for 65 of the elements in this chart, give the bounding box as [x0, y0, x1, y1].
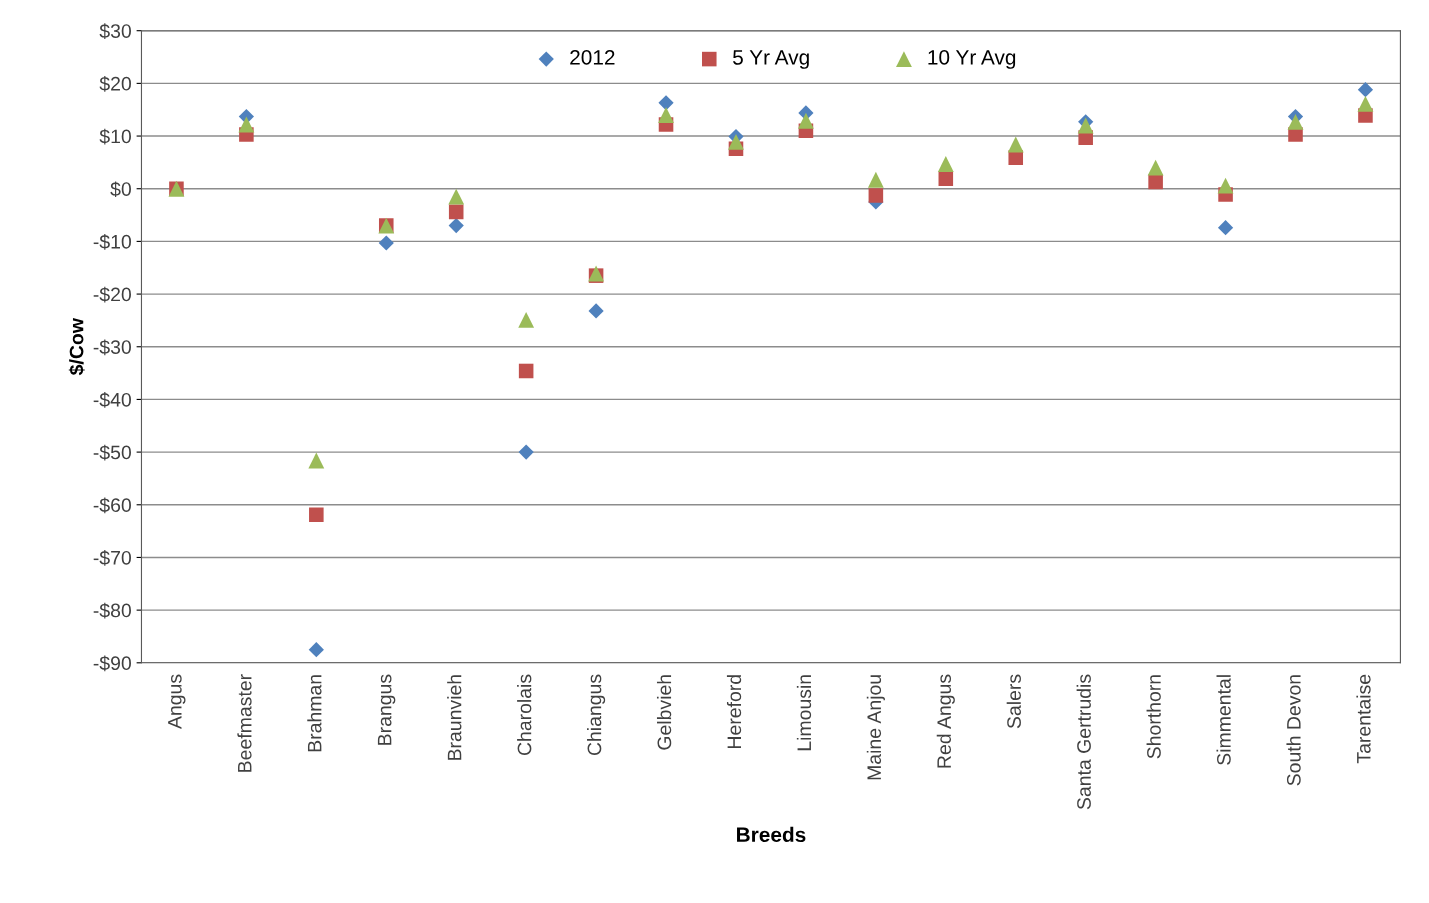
- x-tick-label: Brahman: [307, 675, 322, 752]
- point: [658, 107, 674, 123]
- point: [518, 311, 535, 328]
- point: [308, 452, 325, 469]
- point: [798, 112, 814, 129]
- point: [728, 133, 744, 150]
- y-tick-label: $20: [99, 76, 131, 92]
- x-tick-label: Brangus: [377, 674, 396, 745]
- point: [867, 171, 884, 188]
- y-tick-label: $30: [99, 23, 131, 40]
- y-tick-label: -$60: [93, 497, 131, 514]
- x-tick-label: Salers: [1006, 674, 1021, 729]
- point: [238, 116, 255, 133]
- point: [378, 235, 394, 251]
- x-tick-label: Braunvieh: [447, 675, 462, 760]
- x-axis-title: Breeds: [737, 826, 806, 843]
- x-tick-label: Simmental: [1216, 675, 1231, 765]
- legend-label: 5 Yr Avg: [733, 50, 809, 69]
- x-tick-label: Charolais: [517, 674, 532, 756]
- x-tick-label: Red Angus: [936, 674, 955, 768]
- y-tick-label: -$30: [93, 339, 131, 356]
- x-tick-label: South Devon: [1286, 675, 1301, 786]
- point: [938, 171, 954, 186]
- x-tick-label: Beefmaster: [237, 674, 252, 772]
- y-tick-label: -$40: [93, 392, 131, 408]
- y-tick-label: $0: [110, 181, 131, 198]
- legend-label: 2012: [570, 50, 615, 65]
- point: [1147, 159, 1164, 176]
- point: [309, 507, 324, 523]
- y-tick-label: -$70: [93, 550, 131, 566]
- point: [1217, 177, 1234, 194]
- point: [1077, 117, 1094, 134]
- point: [448, 188, 465, 205]
- point: [1007, 136, 1024, 153]
- point: [868, 188, 884, 203]
- y-tick-label: -$10: [93, 234, 131, 250]
- x-tick-label: Hereford: [726, 675, 742, 748]
- x-tick-label: Gelbvieh: [656, 675, 672, 750]
- point: [1148, 174, 1163, 190]
- x-tick-label: Santa Gertrudis: [1076, 674, 1091, 810]
- point: [308, 642, 324, 658]
- point: [1357, 96, 1374, 112]
- point: [518, 363, 534, 379]
- x-tick-label: Tarentaise: [1356, 674, 1371, 764]
- point: [448, 217, 464, 234]
- point: [1357, 82, 1374, 98]
- point: [588, 303, 604, 319]
- x-tick-label: Shorthorn: [1146, 675, 1161, 759]
- point: [518, 444, 534, 460]
- y-tick-label: $10: [99, 128, 131, 145]
- y-tick-label: -$80: [93, 602, 131, 619]
- point: [1287, 113, 1304, 130]
- x-tick-label: Angus: [168, 674, 186, 729]
- legend-label: 10 Yr Avg: [928, 50, 1016, 69]
- x-tick-label: Maine Anjou: [866, 675, 885, 780]
- point: [1217, 220, 1234, 236]
- point: [937, 156, 954, 172]
- point: [658, 95, 674, 111]
- x-tick-label: Chiangus: [587, 674, 606, 756]
- y-tick-label: -$50: [93, 444, 131, 461]
- y-tick-label: -$90: [93, 655, 131, 672]
- y-axis-title: $/Cow: [68, 318, 85, 376]
- point: [448, 204, 464, 220]
- x-tick-label: Limousin: [796, 675, 812, 751]
- y-tick-label: -$20: [93, 286, 131, 303]
